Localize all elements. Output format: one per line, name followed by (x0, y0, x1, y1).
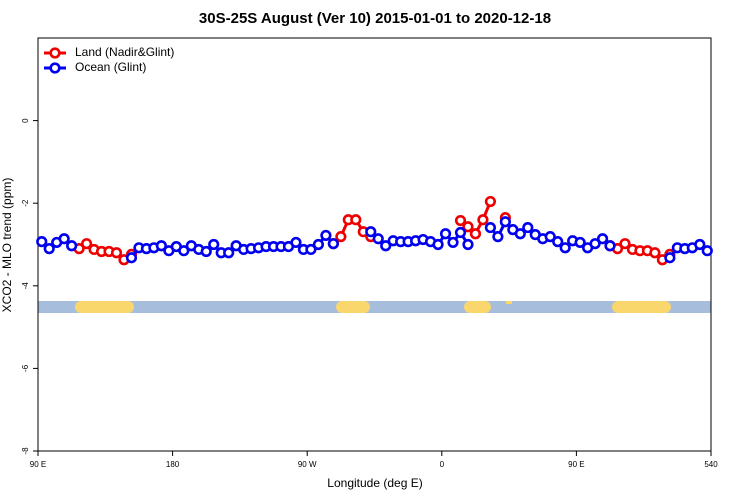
data-point (327, 238, 339, 250)
land-patch (75, 301, 134, 313)
data-point (552, 236, 564, 248)
x-tick-label: 0 (440, 460, 445, 469)
data-point (462, 221, 474, 233)
data-point (365, 226, 377, 238)
data-point (544, 231, 556, 243)
data-point (335, 231, 347, 243)
y-tick-label: 0 (21, 118, 30, 123)
data-point (462, 238, 474, 251)
data-point (223, 247, 235, 259)
data-point (477, 214, 489, 226)
x-tick-label: 180 (166, 460, 180, 469)
x-tick-label: 90 W (298, 460, 317, 469)
data-point (522, 221, 534, 234)
land-patch (464, 301, 491, 313)
data-point (447, 236, 459, 249)
data-point (200, 245, 212, 258)
x-tick-label: 90 E (30, 460, 46, 469)
data-point (604, 240, 616, 252)
data-point (649, 247, 661, 259)
x-tick-label: 540 (704, 460, 718, 469)
data-point (110, 247, 123, 259)
y-tick-label: -4 (21, 282, 30, 290)
data-point (469, 228, 482, 240)
data-point (350, 214, 362, 226)
x-tick-label: 90 E (568, 460, 584, 469)
data-point (484, 221, 497, 234)
legend-label: Ocean (Glint) (75, 60, 146, 74)
data-point (701, 245, 713, 257)
data-point (155, 240, 167, 252)
data-point (484, 195, 497, 208)
y-tick-label: -2 (21, 199, 30, 207)
data-point (694, 238, 706, 251)
data-point (290, 236, 302, 249)
y-tick-label: -8 (21, 447, 30, 455)
legend-label: Land (Nadir&Glint) (75, 45, 174, 59)
chart-title: 30S-25S August (Ver 10) 2015-01-01 to 20… (199, 10, 551, 27)
y-tick-label: -6 (21, 364, 30, 372)
data-point (439, 228, 452, 240)
data-point (305, 243, 317, 256)
data-point (514, 228, 526, 240)
data-point (43, 243, 55, 255)
ocean-strip (38, 301, 711, 313)
data-point (58, 233, 70, 245)
y-axis-label: XCO2 - MLO trend (ppm) (0, 178, 14, 313)
data-point (589, 238, 601, 250)
x-axis-label: Longitude (deg E) (327, 476, 422, 490)
land-patch (612, 301, 671, 313)
data-point (320, 229, 332, 242)
data-point (312, 238, 325, 251)
data-point (454, 214, 467, 227)
data-point (596, 233, 609, 245)
data-point (454, 226, 467, 239)
data-point (432, 238, 444, 251)
data-point (372, 233, 384, 245)
land-ocean-strip (38, 301, 711, 313)
legend-marker (49, 47, 61, 59)
data-point (66, 240, 78, 252)
legend-marker (49, 62, 61, 74)
land-patch (336, 301, 370, 313)
data-point (499, 216, 511, 228)
data-point (81, 238, 93, 250)
data-point (619, 238, 631, 250)
data-point (559, 242, 571, 254)
land-patch (506, 301, 512, 304)
data-point (380, 240, 392, 252)
data-point (492, 231, 504, 243)
data-point (36, 236, 48, 248)
data-point (664, 252, 676, 264)
data-point (178, 245, 190, 257)
data-point (125, 252, 138, 264)
data-point (574, 236, 586, 249)
data-point (208, 238, 220, 251)
